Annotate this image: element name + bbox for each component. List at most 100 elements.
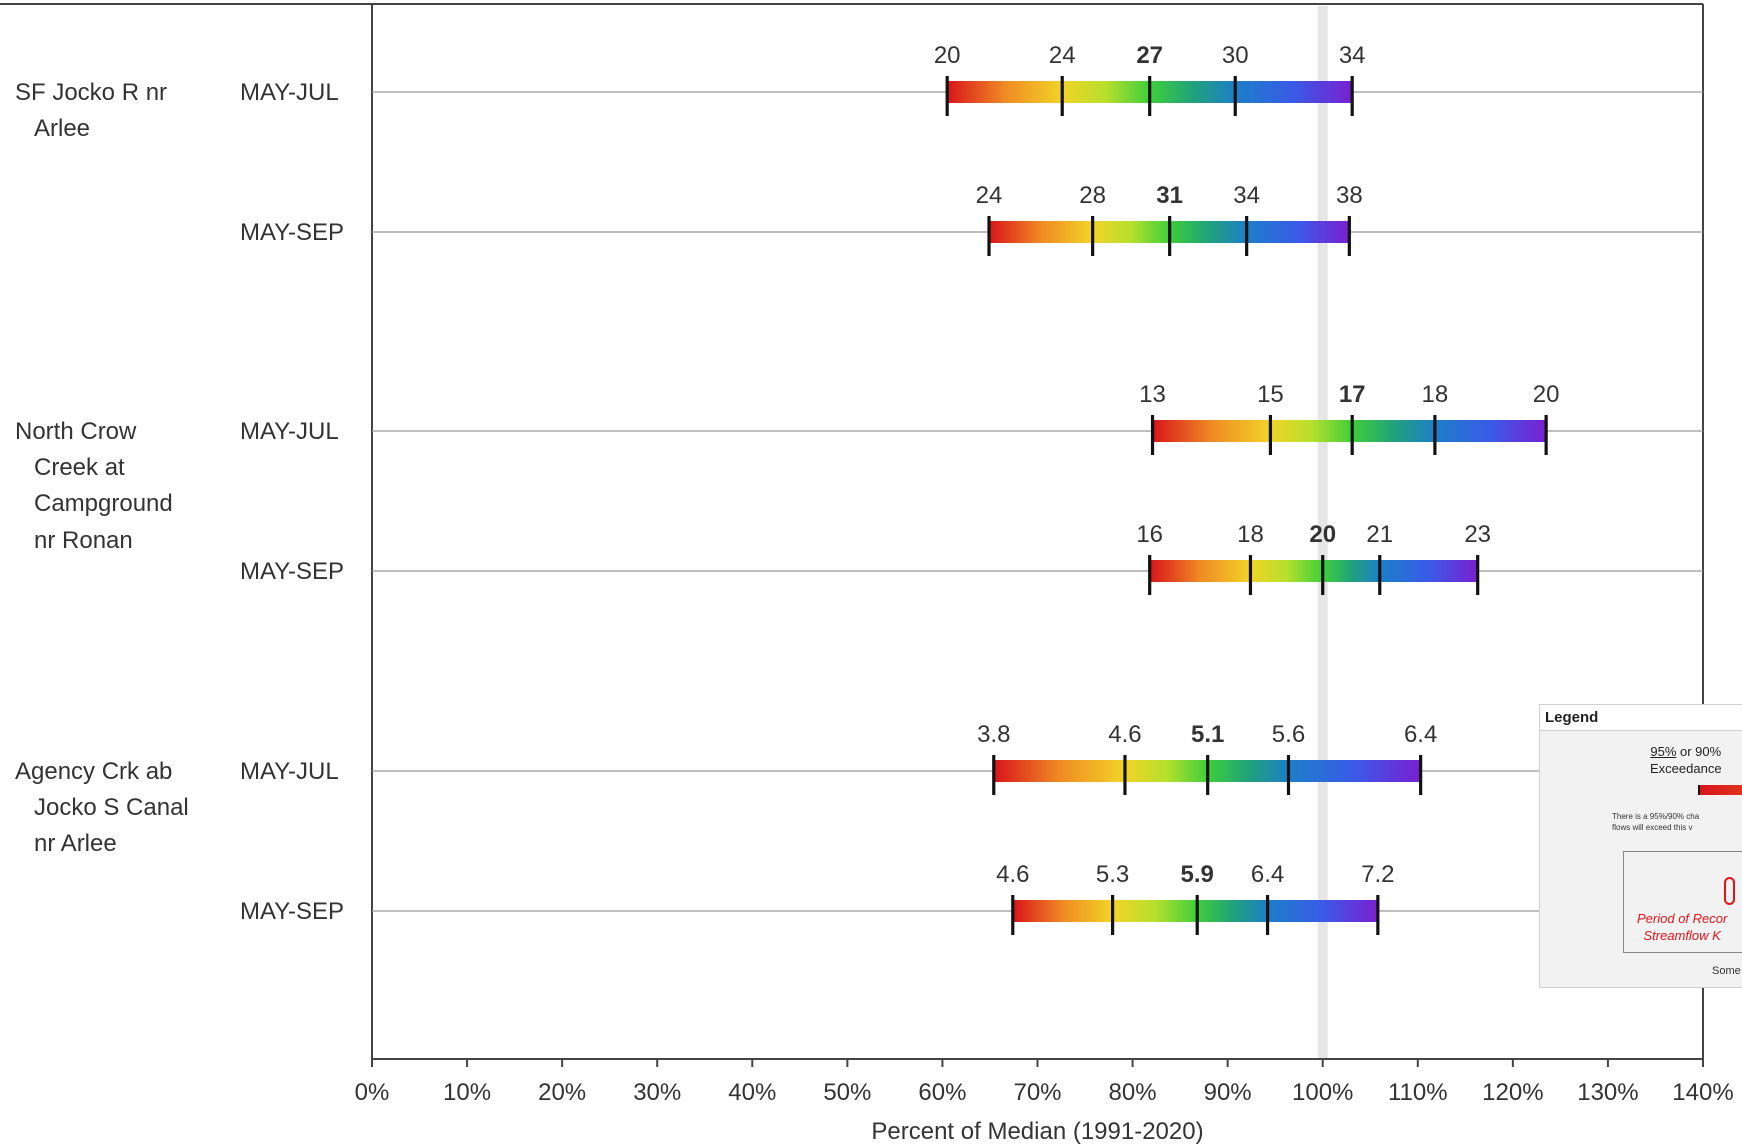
legend-record-pill-icon xyxy=(1724,877,1735,905)
station-name-line: Arlee xyxy=(34,115,90,142)
x-tick-label: 60% xyxy=(918,1079,966,1106)
forecast-segment xyxy=(1197,900,1268,922)
forecast-value-label: 16 xyxy=(1136,521,1163,548)
forecast-value-label: 5.9 xyxy=(1181,861,1214,888)
forecast-segment xyxy=(1270,420,1353,442)
legend-small-text: There is a 95%/90% cha flows will exceed… xyxy=(1612,811,1699,833)
forecast-value-label: 34 xyxy=(1339,42,1366,69)
forecast-segment xyxy=(1149,560,1251,582)
forecast-segment xyxy=(1434,420,1547,442)
forecast-value-label: 18 xyxy=(1422,381,1449,408)
x-tick-label: 110% xyxy=(1388,1079,1448,1106)
forecast-value-label: 5.3 xyxy=(1096,861,1129,888)
forecast-value-label: 20 xyxy=(934,42,961,69)
forecast-value-label: 13 xyxy=(1139,381,1166,408)
x-tick-label: 140% xyxy=(1672,1079,1733,1106)
x-tick-label: 30% xyxy=(633,1079,681,1106)
station-name-line: Jocko S Canal xyxy=(34,794,189,821)
forecast-value-label: 24 xyxy=(1049,42,1076,69)
station-name-line: nr Arlee xyxy=(34,830,117,857)
period-label: MAY-JUL xyxy=(240,758,339,785)
forecast-value-label: 34 xyxy=(1233,182,1260,209)
forecast-value-label: 15 xyxy=(1257,381,1284,408)
x-tick-label: 120% xyxy=(1482,1079,1543,1106)
forecast-segment xyxy=(1267,900,1378,922)
forecast-segment xyxy=(1235,81,1353,103)
forecast-segment xyxy=(993,760,1125,782)
station-name-line: Campground xyxy=(34,490,173,517)
forecast-segment xyxy=(1124,760,1208,782)
station-name-line: North Crow xyxy=(15,418,137,445)
legend-exceedance-pct: 95% xyxy=(1650,744,1677,759)
legend-red-line2: Streamflow K xyxy=(1643,928,1721,943)
forecast-value-label: 23 xyxy=(1464,521,1491,548)
x-tick-label: 80% xyxy=(1109,1079,1157,1106)
legend-exceedance-line2: Exceedance xyxy=(1650,761,1722,776)
forecast-segment xyxy=(1092,221,1170,243)
forecast-segment xyxy=(1149,81,1236,103)
period-label: MAY-JUL xyxy=(240,418,339,445)
forecast-segment xyxy=(1169,221,1247,243)
x-tick-label: 10% xyxy=(443,1079,491,1106)
x-tick-label: 40% xyxy=(728,1079,776,1106)
legend-exceedance-label: 95% or 90% Exceedance xyxy=(1650,743,1722,777)
forecast-value-label: 20 xyxy=(1533,381,1560,408)
forecast-value-label: 21 xyxy=(1366,521,1393,548)
forecast-value-label: 6.4 xyxy=(1404,721,1437,748)
x-tick-label: 90% xyxy=(1204,1079,1252,1106)
station-name-line: Creek at xyxy=(34,454,125,481)
forecast-value-label: 30 xyxy=(1222,42,1249,69)
forecast-segment xyxy=(1246,221,1350,243)
forecast-value-label: 20 xyxy=(1309,521,1336,548)
station-name-line: SF Jocko R nr xyxy=(15,79,167,106)
legend-exceedance-rest: or 90% xyxy=(1676,744,1722,759)
x-axis-title: Percent of Median (1991-2020) xyxy=(871,1118,1203,1145)
forecast-value-label: 5.1 xyxy=(1191,721,1224,748)
forecast-segment xyxy=(1379,560,1478,582)
legend-panel: Legend 95% or 90% Exceedance There is a … xyxy=(1539,704,1742,988)
legend-record-text: Period of Recor Streamflow K xyxy=(1637,910,1727,944)
forecast-value-label: 18 xyxy=(1237,521,1264,548)
forecast-segment xyxy=(947,81,1063,103)
forecast-segment xyxy=(1012,900,1113,922)
x-tick-label: 130% xyxy=(1577,1079,1638,1106)
forecast-value-label: 28 xyxy=(1079,182,1106,209)
forecast-value-label: 5.6 xyxy=(1272,721,1305,748)
forecast-segment xyxy=(1250,560,1323,582)
x-tick-label: 50% xyxy=(823,1079,871,1106)
legend-title: Legend xyxy=(1540,705,1742,731)
forecast-value-label: 6.4 xyxy=(1251,861,1284,888)
forecast-value-label: 24 xyxy=(976,182,1003,209)
period-label: MAY-SEP xyxy=(240,558,344,585)
forecast-value-label: 27 xyxy=(1136,42,1163,69)
forecast-segment xyxy=(1207,760,1289,782)
x-tick-label: 0% xyxy=(355,1079,390,1106)
station-name-line: nr Ronan xyxy=(34,527,133,554)
forecast-segment xyxy=(1062,81,1150,103)
station-name-line: Agency Crk ab xyxy=(15,758,172,785)
forecast-value-label: 3.8 xyxy=(977,721,1010,748)
legend-red-line1: Period of Recor xyxy=(1637,911,1728,926)
forecast-segment xyxy=(1322,560,1380,582)
forecast-value-label: 4.6 xyxy=(1108,721,1141,748)
forecast-value-label: 31 xyxy=(1156,182,1183,209)
forecast-value-label: 7.2 xyxy=(1361,861,1394,888)
legend-small-line2: flows will exceed this v xyxy=(1612,823,1693,832)
forecast-value-label: 38 xyxy=(1336,182,1363,209)
forecast-value-label: 4.6 xyxy=(996,861,1029,888)
legend-small-line1: There is a 95%/90% cha xyxy=(1612,812,1700,821)
x-tick-label: 100% xyxy=(1292,1079,1353,1106)
period-label: MAY-SEP xyxy=(240,219,344,246)
legend-record-box xyxy=(1623,851,1742,953)
legend-bottom-text: Some xyxy=(1712,965,1741,977)
forecast-segment xyxy=(1112,900,1198,922)
period-label: MAY-JUL xyxy=(240,79,339,106)
x-tick-label: 20% xyxy=(538,1079,586,1106)
forecast-value-label: 17 xyxy=(1339,381,1366,408)
median-reference-band xyxy=(1317,6,1328,1059)
period-label: MAY-SEP xyxy=(240,898,344,925)
forecast-segment xyxy=(989,221,1093,243)
forecast-segment xyxy=(1352,420,1435,442)
legend-exceedance-bar xyxy=(1698,785,1742,795)
